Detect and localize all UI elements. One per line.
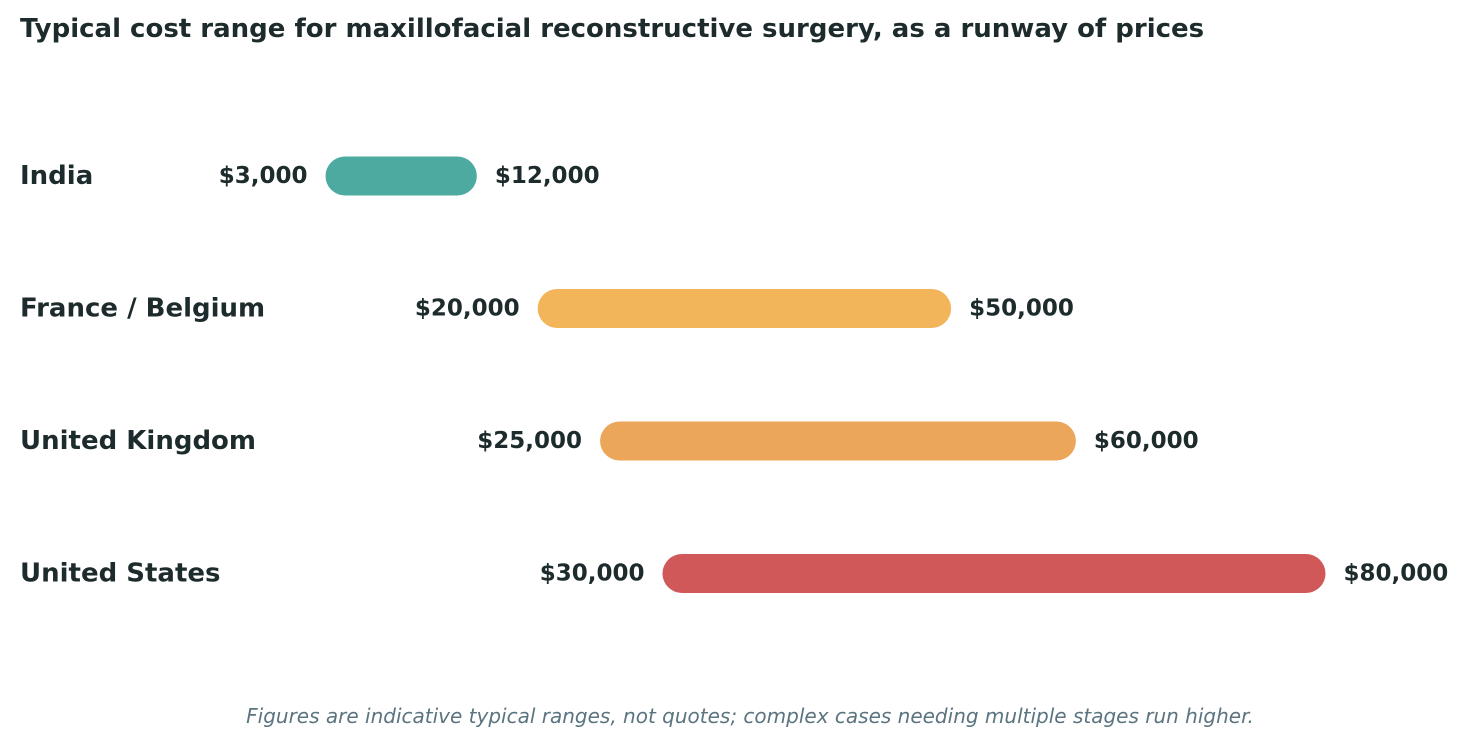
low-value-label: $20,000: [415, 296, 520, 322]
high-value-label: $50,000: [969, 296, 1074, 322]
range-bar: [600, 421, 1076, 461]
range-row: United States $30,000 $80,000: [20, 554, 1448, 593]
category-label: United States: [20, 559, 221, 589]
category-label: India: [20, 161, 93, 191]
chart-title: Typical cost range for maxillofacial rec…: [20, 14, 1205, 44]
range-bar: [662, 554, 1326, 593]
range-bar: [537, 289, 952, 328]
category-label: France / Belgium: [20, 294, 265, 324]
range-row: France / Belgium $20,000 $50,000: [20, 289, 1074, 328]
low-value-label: $25,000: [477, 428, 582, 454]
range-row: United Kingdom $25,000 $60,000: [20, 421, 1199, 461]
category-label: United Kingdom: [20, 426, 256, 456]
high-value-label: $80,000: [1344, 561, 1449, 587]
range-row: India $3,000 $12,000: [20, 156, 600, 196]
high-value-label: $60,000: [1094, 428, 1199, 454]
low-value-label: $30,000: [540, 561, 645, 587]
low-value-label: $3,000: [219, 163, 308, 189]
high-value-label: $12,000: [495, 163, 600, 189]
chart-footnote: Figures are indicative typical ranges, n…: [246, 704, 1254, 728]
range-bar: [325, 156, 477, 196]
